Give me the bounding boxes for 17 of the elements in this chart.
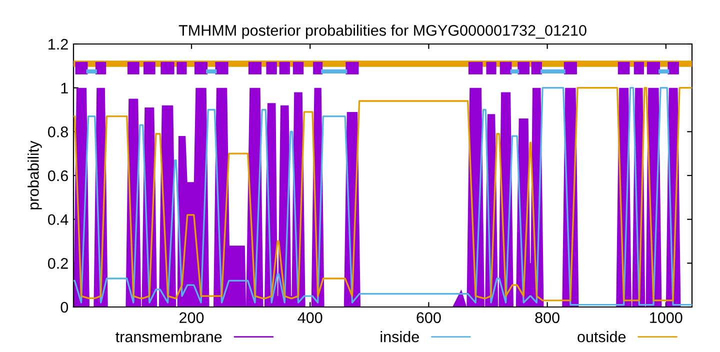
y-tick-label: 1.2 [48, 38, 68, 50]
y-tick-label: 0.4 [48, 214, 68, 226]
chart-title: TMHMM posterior probabilities for MGYG000001732_01210 [178, 24, 586, 39]
legend-label: transmembrane [116, 331, 222, 342]
y-tick-label: 1 [61, 82, 68, 94]
legend-label: outside [578, 331, 626, 342]
y-tick-label: 0.6 [48, 170, 68, 182]
x-tick-label: 1000 [650, 312, 682, 324]
legend-label: inside [380, 331, 419, 342]
x-tick-label: 400 [298, 312, 322, 324]
y-tick-label: 0 [60, 302, 68, 313]
y-axis-title: probability [28, 140, 42, 210]
x-tick-label: 600 [416, 312, 441, 324]
y-tick-label: 0.8 [48, 126, 68, 138]
y-tick-label: 0.2 [48, 258, 68, 269]
x-tick-label: 200 [180, 312, 204, 324]
x-tick-label: 800 [535, 312, 560, 324]
